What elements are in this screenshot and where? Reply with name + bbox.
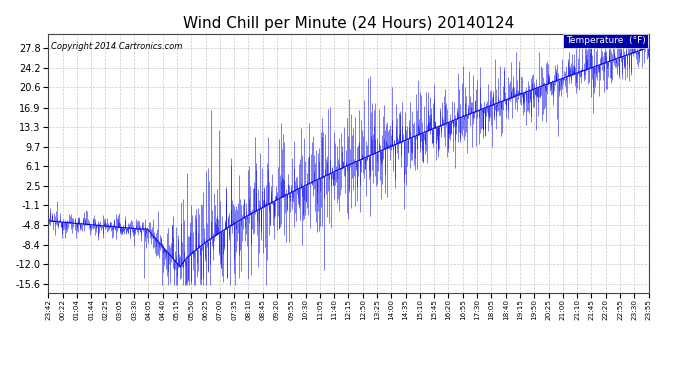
Text: Temperature  (°F): Temperature (°F)	[566, 36, 646, 45]
Title: Wind Chill per Minute (24 Hours) 20140124: Wind Chill per Minute (24 Hours) 2014012…	[183, 16, 514, 31]
Text: Copyright 2014 Cartronics.com: Copyright 2014 Cartronics.com	[51, 42, 183, 51]
